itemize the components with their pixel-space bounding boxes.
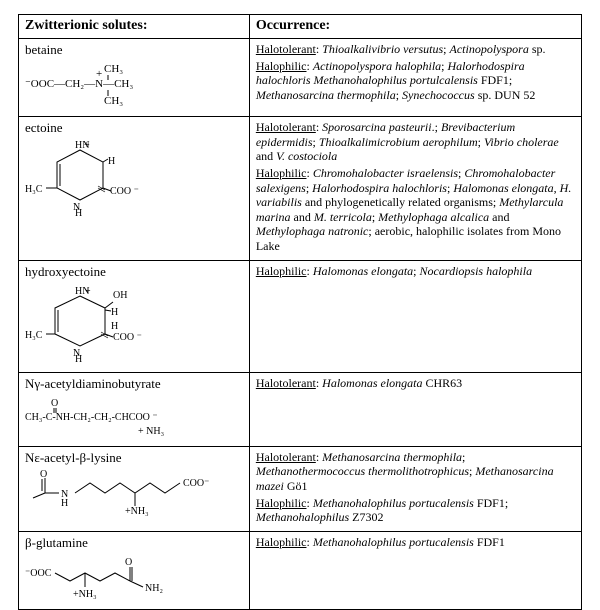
svg-text:+NH₃: +NH₃	[73, 589, 97, 600]
structure-diagram: ⁻OOC +NH₃ O NH₂	[25, 553, 243, 605]
svg-text:OH: OH	[113, 290, 127, 301]
svg-text:O: O	[125, 557, 132, 568]
solute-cell: β-glutamine ⁻OOC +NH₃ O NH₂	[19, 531, 250, 609]
header-row: Zwitterionic solutes: Occurrence:	[19, 15, 582, 39]
svg-text:+: +	[96, 68, 102, 80]
svg-text:H: H	[61, 498, 68, 509]
svg-text:H: H	[111, 307, 118, 318]
svg-text:NH₂: NH₂	[145, 583, 163, 594]
svg-text:COO⁻: COO⁻	[183, 478, 209, 489]
solute-cell: ectoineHN+NHH₃CHCOO ⁻	[19, 117, 250, 261]
svg-text:H: H	[108, 156, 115, 167]
table-row: β-glutamine ⁻OOC +NH₃ O NH₂ Halophilic: Metha…	[19, 531, 582, 609]
structure-diagram: HN+NHH₃CHCOO ⁻	[25, 138, 243, 220]
solute-cell: betaine⁻OOC—CH₂—N—CH₃CH₃CH₃+	[19, 39, 250, 117]
svg-text:CH₃-C-NH-CH₂-CH₂-CHCOO ⁻: CH₃-C-NH-CH₂-CH₂-CHCOO ⁻	[25, 412, 158, 423]
svg-text:⁻OOC—CH₂—N—CH₃: ⁻OOC—CH₂—N—CH₃	[25, 78, 133, 90]
occurrence-cell: Halotolerant: Thioalkalivibrio versutus;…	[249, 39, 581, 117]
solute-name: Nε-acetyl-β-lysine	[25, 450, 243, 466]
svg-text:O: O	[51, 398, 58, 409]
svg-text:CH₃: CH₃	[104, 95, 123, 107]
occurrence-cell: Halotolerant: Halomonas elongata CHR63	[249, 372, 581, 446]
svg-text:+ NH₃: + NH₃	[138, 426, 164, 437]
table-row: ectoineHN+NHH₃CHCOO ⁻Halotolerant: Sporo…	[19, 117, 582, 261]
occurrence-cell: Halophilic: Methanohalophilus portucalen…	[249, 531, 581, 609]
svg-text:H₃C: H₃C	[25, 330, 43, 341]
table-row: hydroxyectoineHN+NHH₃COHHCOO ⁻HHalophili…	[19, 260, 582, 372]
occurrence-cell: Halotolerant: Methanosarcina thermophila…	[249, 446, 581, 531]
svg-text:+: +	[85, 286, 91, 297]
solute-name: β-glutamine	[25, 535, 243, 551]
svg-text:CH₃: CH₃	[104, 63, 123, 75]
header-occurrence: Occurrence:	[249, 15, 581, 39]
table-row: Nγ-acetyldiaminobutyrate CH₃-C-NH-CH₂-CH₂…	[19, 372, 582, 446]
svg-text:H₃C: H₃C	[25, 184, 43, 195]
solute-cell: Nε-acetyl-β-lysineONH+NH₃COO⁻	[19, 446, 250, 531]
solute-name: ectoine	[25, 120, 243, 136]
svg-text:COO ⁻: COO ⁻	[110, 186, 139, 197]
table-row: Nε-acetyl-β-lysineONH+NH₃COO⁻Halotoleran…	[19, 446, 582, 531]
solute-name: betaine	[25, 42, 243, 58]
svg-text:⁻OOC: ⁻OOC	[25, 568, 52, 579]
structure-diagram: ⁻OOC—CH₂—N—CH₃CH₃CH₃+	[25, 60, 243, 112]
header-solutes: Zwitterionic solutes:	[19, 15, 250, 39]
structure-diagram: CH₃-C-NH-CH₂-CH₂-CHCOO ⁻ O + NH₃	[25, 394, 243, 442]
svg-text:O: O	[40, 469, 47, 480]
solutes-table: Zwitterionic solutes: Occurrence: betain…	[18, 14, 582, 610]
structure-diagram: ONH+NH₃COO⁻	[25, 468, 243, 522]
solute-name: hydroxyectoine	[25, 264, 243, 280]
svg-text:H: H	[75, 354, 82, 364]
svg-text:+: +	[84, 140, 90, 151]
table-row: betaine⁻OOC—CH₂—N—CH₃CH₃CH₃+Halotolerant…	[19, 39, 582, 117]
solute-name: Nγ-acetyldiaminobutyrate	[25, 376, 243, 392]
occurrence-cell: Halophilic: Halomonas elongata; Nocardio…	[249, 260, 581, 372]
solute-cell: Nγ-acetyldiaminobutyrate CH₃-C-NH-CH₂-CH₂…	[19, 372, 250, 446]
solute-cell: hydroxyectoineHN+NHH₃COHHCOO ⁻H	[19, 260, 250, 372]
structure-diagram: HN+NHH₃COHHCOO ⁻H	[25, 282, 243, 368]
occurrence-cell: Halotolerant: Sporosarcina pasteurii.; B…	[249, 117, 581, 261]
svg-text:COO ⁻: COO ⁻	[113, 332, 142, 343]
svg-text:H: H	[111, 321, 118, 332]
svg-text:+NH₃: +NH₃	[125, 506, 149, 517]
svg-text:H: H	[75, 208, 82, 216]
